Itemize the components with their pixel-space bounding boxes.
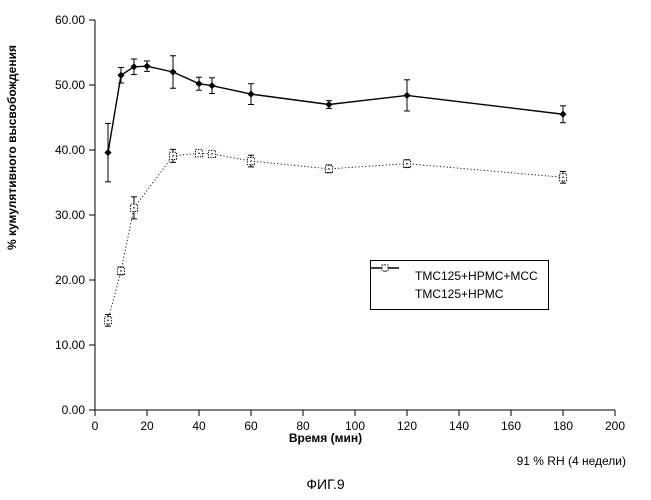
legend: TMC125+HPMC+MCC TMC125+HPMC [370,260,549,310]
svg-text:20.00: 20.00 [55,273,85,287]
legend-label: TMC125+HPMC [415,287,503,301]
svg-text:10.00: 10.00 [55,338,85,352]
figure-caption: ФИГ.9 [0,476,651,492]
release-chart: 0.0010.0020.0030.0040.0050.0060.00020406… [0,0,651,500]
svg-text:0.00: 0.00 [62,403,86,417]
legend-item: TMC125+HPMC [381,285,538,303]
svg-text:40.00: 40.00 [55,143,85,157]
sub-caption: 91 % RH (4 недели) [517,454,626,468]
x-axis-label: Время (мин) [0,431,651,445]
svg-text:50.00: 50.00 [55,78,85,92]
legend-item: TMC125+HPMC+MCC [381,267,538,285]
y-axis-label: % кумулятивного высвобождения [5,45,19,250]
svg-text:30.00: 30.00 [55,208,85,222]
legend-label: TMC125+HPMC+MCC [415,269,538,283]
svg-text:60.00: 60.00 [55,13,85,27]
